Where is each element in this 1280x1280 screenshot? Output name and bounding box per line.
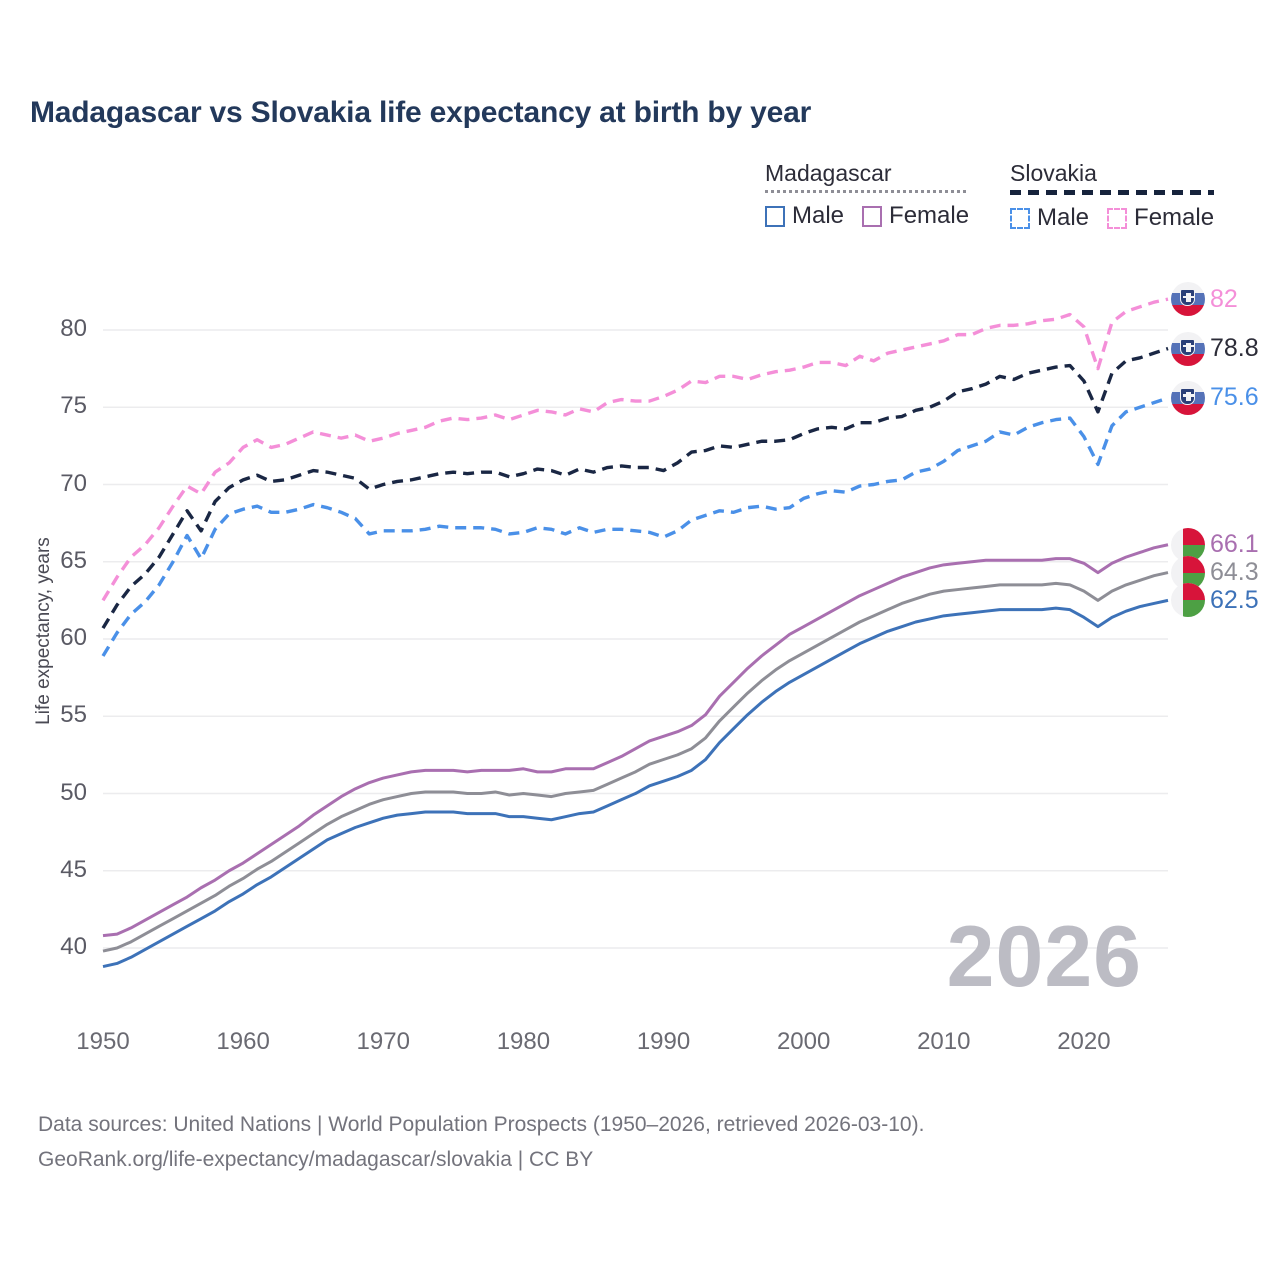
x-axis-tick-label: 2010	[917, 1028, 971, 1055]
endpoint-value-label: 75.6	[1210, 383, 1259, 412]
legend-item-label: Female	[889, 202, 970, 229]
series-line	[102, 598, 1169, 969]
legend-country-label: Slovakia	[1010, 160, 1097, 186]
y-axis-tick-label: 55	[60, 701, 87, 729]
legend-rule-slovakia	[1010, 190, 1215, 195]
endpoint-marker: 78.8	[1171, 331, 1259, 366]
slovakia-flag-icon	[1171, 282, 1205, 317]
square-dashed-outline-icon	[1010, 207, 1030, 229]
y-axis-tick-label: 75	[60, 392, 87, 420]
y-axis-tick-label: 40	[60, 933, 87, 960]
page-title: Madagascar vs Slovakia life expectancy a…	[30, 96, 812, 129]
legend-item-label: Female	[1134, 204, 1215, 231]
y-axis-tick-label: 65	[60, 546, 87, 574]
legend-rule-madagascar	[765, 190, 970, 193]
x-axis-tick-label: 1950	[76, 1028, 130, 1055]
legend-country-label: Madagascar	[765, 160, 892, 186]
series-line	[101, 396, 1169, 657]
endpoint-value-label: 62.5	[1210, 585, 1259, 614]
legend-item-label: Male	[792, 202, 845, 229]
y-axis-tick-label: 70	[60, 469, 87, 497]
legend-item-slovakia-female[interactable]: Female	[1107, 204, 1214, 232]
legend-group-slovakia: Slovakia Male Female	[1010, 160, 1215, 232]
legend-item-madagascar-male[interactable]: Male	[765, 202, 844, 230]
chart-legend: Madagascar Male Female Slovakia Male	[760, 160, 1260, 240]
endpoint-marker: 75.6	[1171, 380, 1259, 415]
y-axis-tick-label: 45	[60, 855, 87, 883]
legend-item-madagascar-female[interactable]: Female	[862, 202, 969, 230]
watermark-year: 2026	[946, 909, 1142, 1005]
endpoint-value-label: 78.8	[1210, 334, 1259, 363]
footer-attribution: GeoRank.org/life-expectancy/madagascar/s…	[38, 1147, 594, 1171]
endpoint-marker: 82	[1171, 282, 1238, 317]
y-axis-tick-label: 50	[60, 778, 87, 806]
y-axis-tick-label: 60	[60, 624, 87, 651]
legend-item-label: Male	[1037, 204, 1090, 231]
endpoint-value-label: 64.3	[1210, 558, 1259, 587]
endpoint-value-label: 82	[1210, 284, 1238, 313]
series-line	[102, 571, 1169, 953]
y-axis-tick-label: 80	[60, 315, 87, 342]
x-axis-tick-label: 1980	[496, 1028, 551, 1055]
x-axis-tick-label: 1990	[636, 1028, 691, 1055]
series-line	[101, 297, 1169, 602]
madagascar-flag-icon	[1171, 583, 1205, 618]
slovakia-flag-icon	[1171, 380, 1205, 415]
x-axis-tick-label: 2020	[1057, 1028, 1111, 1055]
legend-group-madagascar: Madagascar Male Female	[765, 160, 970, 230]
x-axis-tick-label: 1970	[356, 1028, 410, 1055]
legend-item-slovakia-male[interactable]: Male	[1010, 204, 1089, 232]
x-axis-tick-label: 1960	[216, 1028, 270, 1055]
square-outline-icon	[765, 205, 785, 227]
chart-gridlines	[103, 329, 1168, 949]
endpoint-marker: 62.5	[1171, 583, 1259, 618]
series-line	[102, 543, 1169, 938]
footer: Data sources: United Nations | World Pop…	[38, 1108, 924, 1177]
endpoint-value-label: 66.1	[1210, 530, 1259, 559]
x-axis-tick-label: 2000	[776, 1028, 831, 1055]
slovakia-flag-icon	[1171, 331, 1205, 366]
square-outline-icon	[862, 205, 883, 227]
chart-series-lines	[101, 297, 1169, 969]
square-dashed-outline-icon	[1107, 207, 1128, 229]
series-line	[101, 346, 1169, 630]
footer-data-sources: Data sources: United Nations | World Pop…	[38, 1113, 925, 1136]
